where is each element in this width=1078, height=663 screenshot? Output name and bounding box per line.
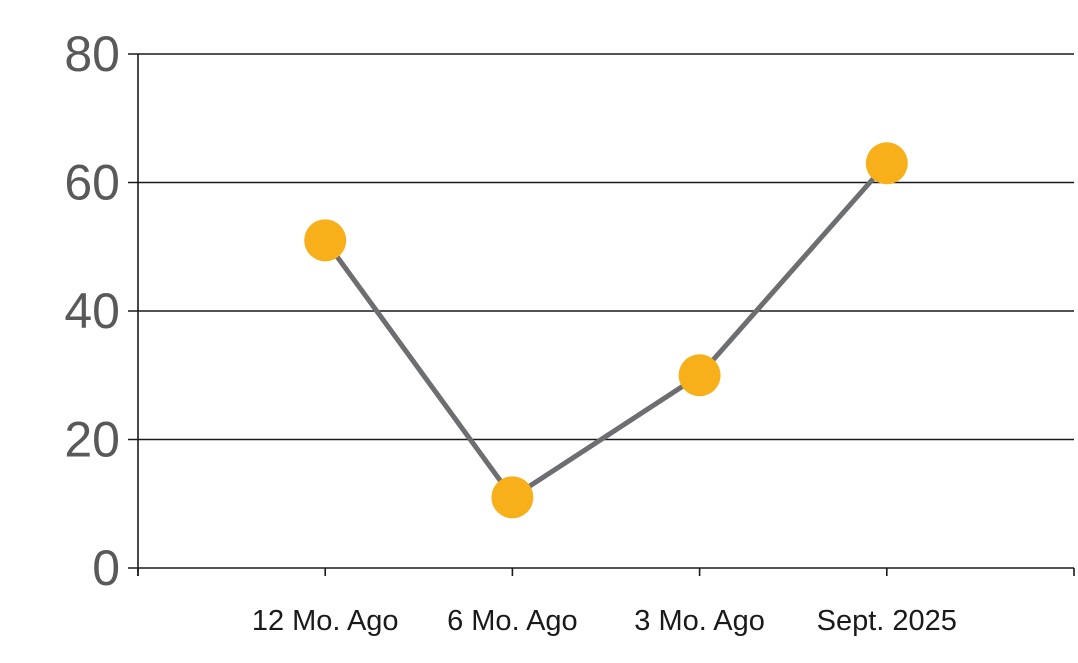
data-point-12-mo-ago: [304, 219, 347, 262]
x-axis-label-3: 3 Mo. Ago: [634, 605, 765, 637]
y-axis-label-20: 20: [64, 412, 120, 468]
x-axis-label-2: 6 Mo. Ago: [447, 605, 578, 637]
data-point-sept-2025: [865, 142, 908, 185]
x-axis-label-1: 12 Mo. Ago: [252, 605, 399, 637]
x-axis-label-4: Sept. 2025: [817, 605, 957, 637]
data-point-3-mo-ago: [678, 354, 721, 397]
y-axis-label-0: 0: [92, 540, 120, 596]
y-axis-label-80: 80: [64, 26, 120, 82]
y-axis-label-40: 40: [64, 283, 120, 339]
data-point-6-mo-ago: [491, 476, 534, 519]
series-line: [323, 161, 889, 501]
y-axis-label-60: 60: [64, 155, 120, 211]
